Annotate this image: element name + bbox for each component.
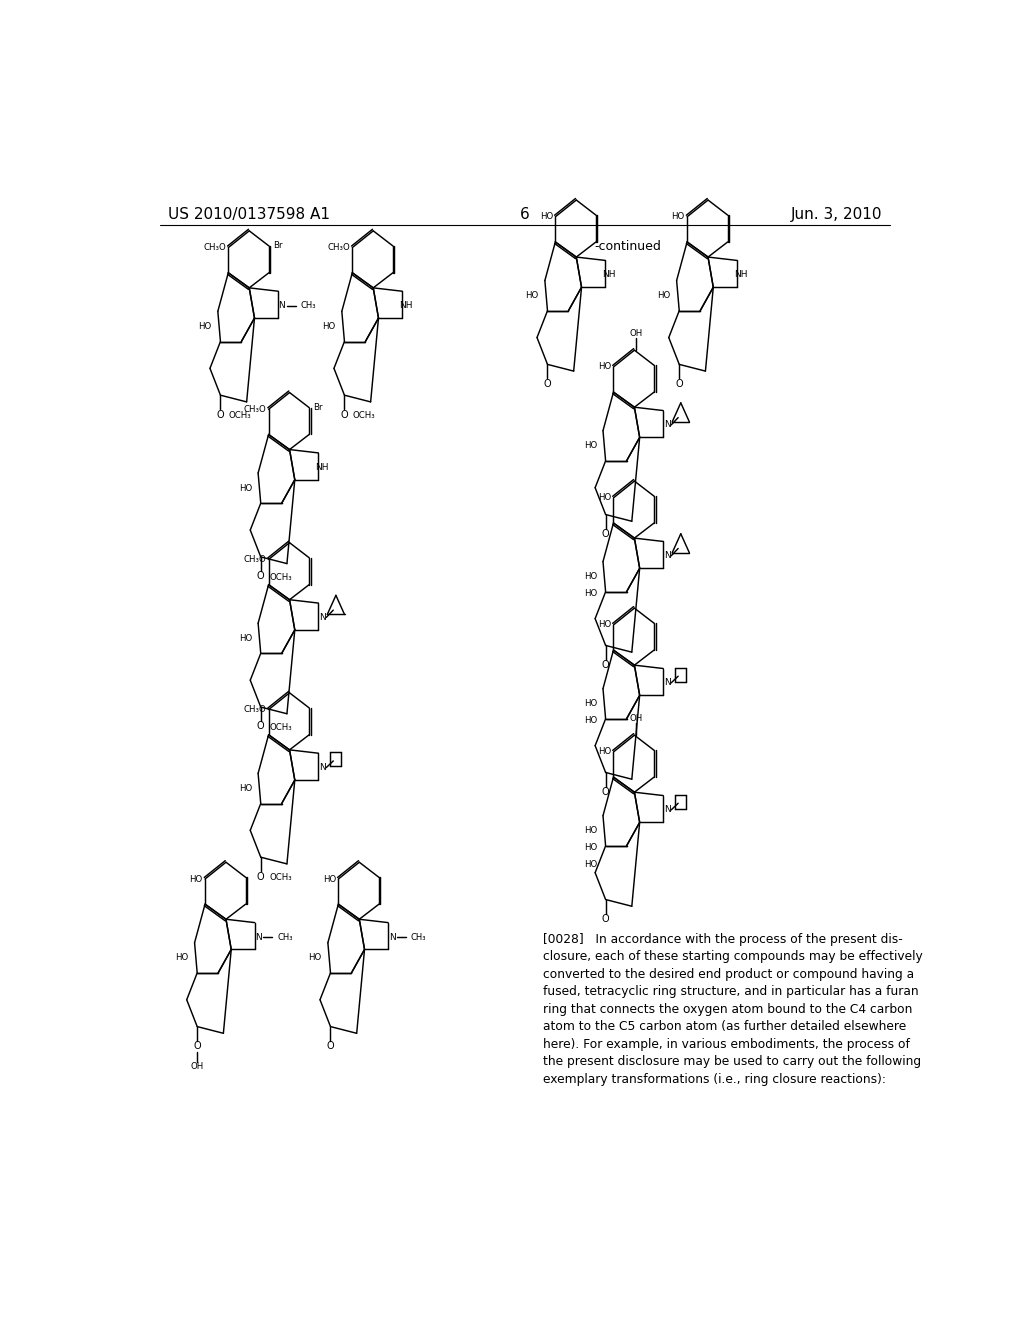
Text: O: O bbox=[602, 787, 609, 797]
Text: HO: HO bbox=[598, 620, 611, 630]
Text: Br: Br bbox=[313, 403, 323, 412]
Text: O: O bbox=[194, 1041, 201, 1051]
Text: N: N bbox=[664, 552, 671, 561]
Text: HO: HO bbox=[308, 953, 322, 962]
Text: CH₃: CH₃ bbox=[278, 932, 293, 941]
Text: HO: HO bbox=[598, 494, 611, 503]
Text: HO: HO bbox=[598, 363, 611, 371]
Text: US 2010/0137598 A1: US 2010/0137598 A1 bbox=[168, 207, 330, 222]
Text: O: O bbox=[327, 1041, 334, 1051]
Text: OCH₃: OCH₃ bbox=[352, 411, 376, 420]
Text: HO: HO bbox=[239, 784, 252, 793]
Text: HO: HO bbox=[199, 322, 212, 331]
Text: O: O bbox=[602, 660, 609, 669]
Text: NH: NH bbox=[602, 271, 615, 280]
Text: HO: HO bbox=[323, 322, 336, 331]
Text: NH: NH bbox=[315, 463, 329, 471]
Text: OCH₃: OCH₃ bbox=[269, 573, 292, 582]
Text: N: N bbox=[318, 763, 326, 772]
Text: HO: HO bbox=[657, 292, 671, 300]
Text: HO: HO bbox=[598, 747, 611, 756]
Text: NH: NH bbox=[734, 271, 748, 280]
Text: HO: HO bbox=[584, 826, 597, 836]
Text: HO: HO bbox=[584, 715, 597, 725]
Text: HO: HO bbox=[584, 843, 597, 851]
Text: HO: HO bbox=[525, 292, 539, 300]
Text: O: O bbox=[257, 871, 264, 882]
Text: Jun. 3, 2010: Jun. 3, 2010 bbox=[791, 207, 882, 222]
Text: HO: HO bbox=[584, 859, 597, 869]
Text: HO: HO bbox=[540, 213, 553, 222]
Text: HO: HO bbox=[323, 875, 336, 883]
Text: OCH₃: OCH₃ bbox=[269, 873, 292, 882]
Text: O: O bbox=[544, 379, 551, 389]
Text: O: O bbox=[602, 913, 609, 924]
Text: NH: NH bbox=[399, 301, 413, 310]
Text: N: N bbox=[389, 932, 395, 941]
Text: O: O bbox=[257, 722, 264, 731]
Text: HO: HO bbox=[584, 700, 597, 709]
Text: HO: HO bbox=[584, 441, 597, 450]
Text: N: N bbox=[279, 301, 286, 310]
Text: HO: HO bbox=[584, 572, 597, 581]
Text: N: N bbox=[664, 805, 671, 814]
Text: HO: HO bbox=[189, 875, 203, 883]
Text: HO: HO bbox=[175, 953, 188, 962]
Text: HO: HO bbox=[239, 634, 252, 643]
Text: OCH₃: OCH₃ bbox=[269, 722, 292, 731]
Text: CH₃O: CH₃O bbox=[244, 705, 266, 714]
Text: O: O bbox=[341, 409, 348, 420]
Text: O: O bbox=[217, 409, 224, 420]
Text: O: O bbox=[602, 529, 609, 539]
Text: CH₃O: CH₃O bbox=[327, 243, 350, 252]
Text: CH₃: CH₃ bbox=[411, 932, 426, 941]
Text: Br: Br bbox=[272, 242, 283, 251]
Text: CH₃: CH₃ bbox=[300, 301, 315, 310]
Text: 6: 6 bbox=[520, 207, 529, 222]
Text: N: N bbox=[664, 421, 671, 429]
Text: OH: OH bbox=[190, 1063, 204, 1072]
Text: O: O bbox=[257, 572, 264, 581]
Text: -continued: -continued bbox=[595, 240, 662, 253]
Text: CH₃O: CH₃O bbox=[203, 243, 226, 252]
Text: OH: OH bbox=[629, 329, 642, 338]
Text: N: N bbox=[255, 932, 262, 941]
Text: HO: HO bbox=[239, 483, 252, 492]
Text: CH₃O: CH₃O bbox=[244, 554, 266, 564]
Text: HO: HO bbox=[584, 589, 597, 598]
Text: CH₃O: CH₃O bbox=[244, 405, 266, 413]
Text: HO: HO bbox=[672, 213, 685, 222]
Text: [0028]   In accordance with the process of the present dis-
closure, each of the: [0028] In accordance with the process of… bbox=[543, 933, 923, 1086]
Text: OH: OH bbox=[629, 714, 642, 723]
Text: N: N bbox=[664, 678, 671, 688]
Text: O: O bbox=[676, 379, 683, 389]
Text: N: N bbox=[318, 612, 326, 622]
Text: OCH₃: OCH₃ bbox=[228, 411, 252, 420]
